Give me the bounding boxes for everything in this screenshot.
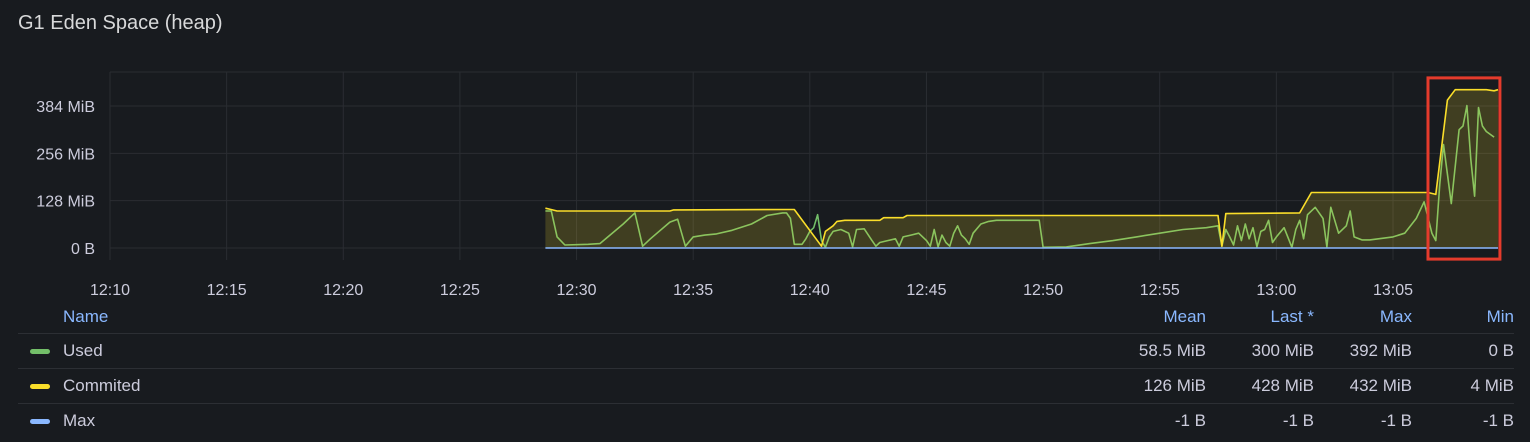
x-tick-label: 12:50 — [1023, 282, 1063, 299]
legend-header-min[interactable]: Min — [1486, 307, 1514, 326]
series-color-swatch[interactable] — [30, 419, 50, 424]
x-tick-label: 12:45 — [906, 282, 946, 299]
time-series-chart[interactable]: 0 B 128 MiB 256 MiB 384 MiB 12:10 12:15 12:20… — [0, 0, 1530, 300]
legend-last-value: 300 MiB — [1251, 341, 1314, 360]
legend-row-max[interactable]: Max -1 B -1 B -1 B -1 B — [18, 404, 1514, 439]
legend-row-commited[interactable]: Commited 126 MiB 428 MiB 432 MiB 4 MiB — [18, 369, 1514, 404]
x-tick-label: 13:00 — [1256, 282, 1296, 299]
x-tick-label: 12:40 — [790, 282, 830, 299]
series-color-swatch[interactable] — [30, 384, 50, 389]
series-color-swatch[interactable] — [30, 349, 50, 354]
legend-header-mean[interactable]: Mean — [1163, 307, 1206, 326]
y-axis: 0 B 128 MiB 256 MiB 384 MiB — [36, 99, 95, 258]
y-tick-label: 0 B — [71, 241, 95, 258]
chart-series — [545, 88, 1499, 249]
legend-series-name[interactable]: Commited — [63, 376, 141, 395]
legend-mean-value: 126 MiB — [1143, 376, 1206, 395]
x-tick-label: 12:55 — [1140, 282, 1180, 299]
x-tick-label: 12:35 — [673, 282, 713, 299]
legend-series-name[interactable]: Max — [63, 411, 96, 430]
legend-header-last[interactable]: Last * — [1270, 307, 1314, 326]
x-tick-label: 12:25 — [440, 282, 480, 299]
x-tick-label: 12:20 — [323, 282, 363, 299]
series-line-commited[interactable] — [545, 88, 1499, 247]
annotation-layer — [1426, 76, 1502, 261]
legend-max-value: -1 B — [1380, 411, 1412, 430]
series-line-used[interactable] — [545, 104, 1495, 249]
x-tick-label: 12:10 — [90, 282, 130, 299]
y-tick-label: 128 MiB — [36, 194, 95, 211]
legend-header-max[interactable]: Max — [1379, 307, 1412, 326]
legend-last-value: -1 B — [1282, 411, 1314, 430]
legend-min-value: 4 MiB — [1470, 376, 1514, 395]
legend-min-value: 0 B — [1488, 341, 1514, 360]
legend-max-value: 432 MiB — [1349, 376, 1412, 395]
y-tick-label: 384 MiB — [36, 99, 95, 116]
x-tick-label: 12:15 — [207, 282, 247, 299]
legend-row-used[interactable]: Used 58.5 MiB 300 MiB 392 MiB 0 B — [18, 334, 1514, 369]
legend-mean-value: -1 B — [1174, 411, 1206, 430]
legend-last-value: 428 MiB — [1251, 376, 1314, 395]
legend-header: Name Mean Last * Max Min — [18, 300, 1514, 334]
legend-series-name[interactable]: Used — [63, 341, 103, 360]
legend-min-value: -1 B — [1482, 411, 1514, 430]
x-tick-label: 12:30 — [557, 282, 597, 299]
legend-header-name[interactable]: Name — [63, 307, 109, 326]
legend-mean-value: 58.5 MiB — [1138, 341, 1206, 360]
y-tick-label: 256 MiB — [36, 146, 95, 163]
legend-max-value: 392 MiB — [1349, 341, 1412, 360]
panel-title[interactable]: G1 Eden Space (heap) — [18, 12, 223, 34]
legend-table: Name Mean Last * Max Min Used 58.5 MiB 3… — [18, 300, 1514, 439]
x-tick-label: 13:05 — [1373, 282, 1413, 299]
highlight-box — [1426, 76, 1502, 261]
series-area-commited — [545, 89, 1498, 248]
x-axis: 12:10 12:15 12:20 12:25 12:30 12:35 12:40 12:45… — [90, 282, 1413, 299]
